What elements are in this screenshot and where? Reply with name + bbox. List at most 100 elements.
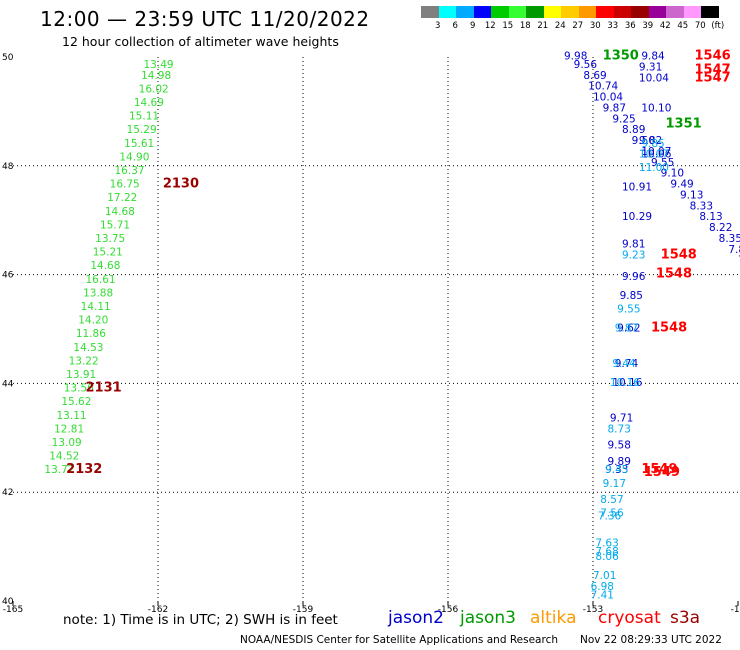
time-label: 1546: [695, 49, 731, 64]
satellite-label-jason2: jason2: [388, 608, 444, 628]
wave-height-label: 15.71: [100, 219, 130, 231]
time-label: 1548: [651, 321, 687, 336]
x-tick-label: -153: [583, 605, 603, 615]
wave-height-label: 10.04: [593, 92, 623, 104]
wave-height-label: 9.74: [615, 358, 639, 370]
colorbar-swatch: [561, 6, 579, 18]
wave-height-label: 9.71: [610, 412, 633, 424]
wave-height-label: 8.22: [709, 222, 732, 234]
wave-height-label: 13.49: [144, 59, 174, 71]
wave-height-label: 17.22: [107, 192, 137, 204]
wave-height-label: 10.04: [639, 72, 669, 84]
wave-height-label: 9.89: [608, 456, 631, 468]
wave-height-label: 14.53: [73, 342, 103, 354]
y-tick-label: 48: [2, 162, 14, 172]
wave-height-label: 15.62: [61, 396, 91, 408]
time-label: 1548: [656, 266, 692, 281]
satellite-label-jason3: jason3: [460, 608, 516, 628]
time-label: 2132: [66, 462, 102, 477]
wave-height-label: 8.57: [600, 494, 623, 506]
wave-height-label: 13.72: [44, 464, 74, 476]
wave-height-label: 10.06: [641, 149, 671, 161]
colorbar-swatch: [666, 6, 684, 18]
wave-height-label: 10.07: [641, 146, 671, 158]
wave-height-label: 10.07: [639, 149, 669, 161]
wave-height-label: 9.85: [641, 138, 664, 150]
wave-height-label: 9.23: [622, 249, 645, 261]
wave-height-label: 9.55: [651, 157, 674, 169]
colorbar-label: 30: [589, 21, 601, 31]
page-subtitle: 12 hour collection of altimeter wave hei…: [62, 34, 339, 49]
x-tick-label: -15: [731, 605, 740, 615]
colorbar-label: 12: [484, 21, 496, 31]
time-label: 1350: [603, 49, 639, 64]
time-label: 1549: [641, 462, 677, 477]
wave-height-label: 9.62: [617, 323, 640, 335]
wave-height-label: 16.61: [86, 274, 116, 286]
colorbar-label: 6: [452, 21, 458, 31]
wave-height-label: 9.25: [612, 113, 635, 125]
colorbar-swatch: [578, 6, 596, 18]
wave-height-label: 15.29: [127, 124, 157, 136]
wave-height-label: 14.90: [119, 151, 149, 163]
timestamp: Nov 22 08:29:33 UTC 2022: [580, 634, 722, 646]
wave-height-label: 13.22: [69, 355, 99, 367]
time-label: 1351: [666, 117, 702, 132]
colorbar-swatch: [683, 6, 701, 18]
colorbar: [421, 6, 719, 18]
wave-height-label: 15.61: [124, 138, 154, 150]
time-label: 1547: [695, 70, 731, 85]
wave-height-label: 9.13: [680, 189, 703, 201]
x-tick-label: -165: [3, 605, 23, 615]
colorbar-swatch: [456, 6, 474, 18]
colorbar-label: 9: [470, 21, 476, 31]
wave-height-label: 15.21: [93, 247, 123, 259]
wave-height-label: 13.56: [64, 383, 94, 395]
wave-height-label: 8.73: [608, 423, 631, 435]
wave-height-label: 9.44: [612, 358, 636, 370]
colorbar-label: 24: [554, 21, 566, 31]
wave-height-label: 9.84: [641, 51, 665, 63]
colorbar-label: 70: [694, 21, 706, 31]
wave-height-label: 9.49: [670, 179, 693, 191]
time-label: 1548: [661, 247, 697, 262]
colorbar-label: 33: [607, 21, 619, 31]
y-tick-label: 42: [2, 488, 13, 498]
colorbar-swatch: [526, 6, 544, 18]
wave-height-label: 7.56: [600, 508, 624, 520]
colorbar-label: 36: [624, 21, 636, 31]
colorbar-swatch: [438, 6, 456, 18]
wave-height-label: 9.56: [574, 59, 598, 71]
colorbar-swatch: [473, 6, 491, 18]
wave-height-label: 9.96: [622, 271, 646, 283]
wave-height-label: 9.31: [639, 62, 662, 74]
credit-text: NOAA/NESDIS Center for Satellite Applica…: [240, 634, 558, 646]
colorbar-swatch: [631, 6, 649, 18]
time-label: 2131: [86, 381, 122, 396]
wave-height-label: 8.69: [583, 70, 606, 82]
time-label: 1549: [644, 465, 680, 480]
wave-height-label: 14.52: [49, 451, 79, 463]
colorbar-swatch: [421, 6, 439, 18]
time-label: 2130: [163, 177, 199, 192]
wave-height-label: 9.55: [617, 304, 640, 316]
wave-height-label: 8.13: [699, 211, 722, 223]
colorbar-swatch: [701, 6, 719, 18]
colorbar-swatch: [491, 6, 509, 18]
y-tick-label: 40: [2, 597, 14, 607]
wave-height-label: 14.11: [81, 301, 111, 313]
wave-height-label: 10.16: [612, 377, 642, 389]
colorbar-label: 27: [572, 21, 584, 31]
colorbar-swatch: [613, 6, 631, 18]
colorbar-label: 45: [677, 21, 689, 31]
y-tick-label: 46: [2, 271, 14, 281]
wave-height-label: 9.10: [661, 168, 684, 180]
x-tick-label: -159: [293, 605, 314, 615]
wave-height-label: 14.68: [90, 260, 120, 272]
satellite-label-s3a: s3a: [670, 608, 701, 628]
colorbar-swatch: [648, 6, 666, 18]
wave-height-label: 9.45: [605, 464, 628, 476]
wave-height-label: 9.87: [603, 102, 626, 114]
wave-height-label: 13.09: [52, 437, 82, 449]
